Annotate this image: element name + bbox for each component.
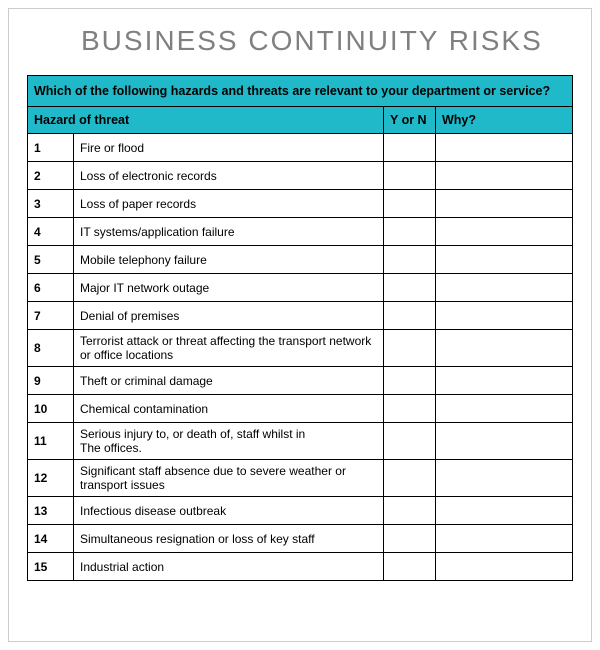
row-yn[interactable]	[384, 497, 436, 525]
row-number: 11	[28, 423, 74, 460]
row-hazard: Denial of premises	[74, 302, 384, 330]
table-row: 7Denial of premises	[28, 302, 573, 330]
row-number: 1	[28, 134, 74, 162]
row-number: 8	[28, 330, 74, 367]
row-hazard: Chemical contamination	[74, 395, 384, 423]
row-why[interactable]	[436, 246, 573, 274]
row-number: 4	[28, 218, 74, 246]
row-why[interactable]	[436, 497, 573, 525]
table-row: 11Serious injury to, or death of, staff …	[28, 423, 573, 460]
row-number: 14	[28, 525, 74, 553]
row-hazard: Serious injury to, or death of, staff wh…	[74, 423, 384, 460]
table-row: 10Chemical contamination	[28, 395, 573, 423]
row-why[interactable]	[436, 218, 573, 246]
table-row: 2Loss of electronic records	[28, 162, 573, 190]
row-number: 9	[28, 367, 74, 395]
row-why[interactable]	[436, 423, 573, 460]
row-number: 12	[28, 460, 74, 497]
row-number: 13	[28, 497, 74, 525]
row-yn[interactable]	[384, 395, 436, 423]
col-header-hazard: Hazard of threat	[28, 107, 384, 134]
row-number: 6	[28, 274, 74, 302]
row-number: 7	[28, 302, 74, 330]
question-cell: Which of the following hazards and threa…	[28, 76, 573, 107]
table-row: 12Significant staff absence due to sever…	[28, 460, 573, 497]
row-yn[interactable]	[384, 460, 436, 497]
row-why[interactable]	[436, 553, 573, 581]
row-why[interactable]	[436, 274, 573, 302]
page-frame: BUSINESS CONTINUITY RISKS Which of the f…	[8, 8, 592, 642]
row-hazard: Significant staff absence due to severe …	[74, 460, 384, 497]
table-row: 3Loss of paper records	[28, 190, 573, 218]
row-hazard: Loss of electronic records	[74, 162, 384, 190]
row-hazard: Fire or flood	[74, 134, 384, 162]
row-why[interactable]	[436, 330, 573, 367]
row-yn[interactable]	[384, 553, 436, 581]
table-row: 15Industrial action	[28, 553, 573, 581]
row-number: 15	[28, 553, 74, 581]
table-row: 8Terrorist attack or threat affecting th…	[28, 330, 573, 367]
col-header-yn: Y or N	[384, 107, 436, 134]
row-yn[interactable]	[384, 367, 436, 395]
row-why[interactable]	[436, 302, 573, 330]
row-number: 2	[28, 162, 74, 190]
row-yn[interactable]	[384, 330, 436, 367]
table-row: 5Mobile telephony failure	[28, 246, 573, 274]
row-yn[interactable]	[384, 162, 436, 190]
row-yn[interactable]	[384, 525, 436, 553]
row-hazard: Major IT network outage	[74, 274, 384, 302]
row-why[interactable]	[436, 460, 573, 497]
row-hazard: IT systems/application failure	[74, 218, 384, 246]
row-hazard: Simultaneous resignation or loss of key …	[74, 525, 384, 553]
col-header-why: Why?	[436, 107, 573, 134]
table-row: 14Simultaneous resignation or loss of ke…	[28, 525, 573, 553]
row-number: 3	[28, 190, 74, 218]
row-why[interactable]	[436, 525, 573, 553]
table-row: 6Major IT network outage	[28, 274, 573, 302]
row-hazard: Loss of paper records	[74, 190, 384, 218]
row-why[interactable]	[436, 367, 573, 395]
table-row: 4IT systems/application failure	[28, 218, 573, 246]
row-number: 10	[28, 395, 74, 423]
table-body: 1Fire or flood2Loss of electronic record…	[28, 134, 573, 581]
row-why[interactable]	[436, 162, 573, 190]
row-yn[interactable]	[384, 134, 436, 162]
row-hazard: Theft or criminal damage	[74, 367, 384, 395]
row-hazard: Infectious disease outbreak	[74, 497, 384, 525]
row-yn[interactable]	[384, 274, 436, 302]
row-yn[interactable]	[384, 423, 436, 460]
row-why[interactable]	[436, 395, 573, 423]
table-row: 9Theft or criminal damage	[28, 367, 573, 395]
row-number: 5	[28, 246, 74, 274]
row-why[interactable]	[436, 190, 573, 218]
question-row: Which of the following hazards and threa…	[28, 76, 573, 107]
row-yn[interactable]	[384, 246, 436, 274]
page-title: BUSINESS CONTINUITY RISKS	[27, 25, 573, 57]
risks-table: Which of the following hazards and threa…	[27, 75, 573, 581]
row-yn[interactable]	[384, 302, 436, 330]
row-hazard: Mobile telephony failure	[74, 246, 384, 274]
row-hazard: Industrial action	[74, 553, 384, 581]
row-yn[interactable]	[384, 218, 436, 246]
row-yn[interactable]	[384, 190, 436, 218]
header-row: Hazard of threat Y or N Why?	[28, 107, 573, 134]
table-row: 1Fire or flood	[28, 134, 573, 162]
row-hazard: Terrorist attack or threat affecting the…	[74, 330, 384, 367]
row-why[interactable]	[436, 134, 573, 162]
table-row: 13Infectious disease outbreak	[28, 497, 573, 525]
